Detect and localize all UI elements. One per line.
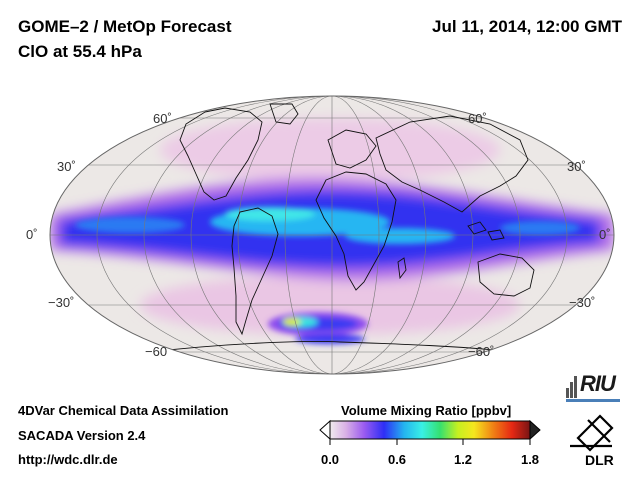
graticule: [50, 96, 614, 374]
lat-label-left-30s: −30˚: [48, 295, 75, 310]
lat-label-left-30n: 30˚: [57, 159, 76, 174]
coastlines: [149, 103, 535, 353]
globe-outline: [49, 95, 615, 375]
lat-label-left-60n: 60˚: [153, 111, 172, 126]
colorbar-tick-2: 1.2: [453, 452, 473, 467]
colorbar-under-arrow: [319, 419, 331, 441]
colorbar-over-arrow: [529, 419, 541, 441]
riu-logo-text: RIU: [580, 371, 616, 396]
map-subtitle: ClO at 55.4 hPa: [18, 42, 142, 61]
lat-label-left-60s: −60: [145, 344, 168, 359]
colorbar: [319, 419, 541, 445]
lat-label-right-eq: 0˚: [599, 227, 611, 242]
map-title: GOME–2 / MetOp Forecast: [18, 17, 232, 36]
footer-method: 4DVar Chemical Data Assimilation: [18, 403, 229, 418]
colorbar-tick-1: 0.6: [387, 452, 407, 467]
colorbar-tick-0: 0.0: [320, 452, 340, 467]
dlr-logo-text: DLR: [585, 452, 614, 468]
lat-label-right-30n: 30˚: [567, 159, 586, 174]
colorbar-title: Volume Mixing Ratio [ppbv]: [341, 403, 512, 418]
lat-label-left-eq: 0˚: [26, 227, 38, 242]
footer-url: http://wdc.dlr.de: [18, 452, 118, 467]
forecast-datetime: Jul 11, 2014, 12:00 GMT: [432, 17, 622, 36]
colorbar-gradient: [329, 420, 531, 440]
dlr-logo-icon: [570, 414, 614, 452]
lat-label-right-60s: −60˚: [468, 344, 495, 359]
colorbar-tick-3: 1.8: [520, 452, 540, 467]
riu-logo-icon: [566, 376, 620, 402]
footer-version: SACADA Version 2.4: [18, 428, 146, 443]
lat-label-right-60n: 60˚: [468, 111, 487, 126]
lat-label-right-30s: −30˚: [569, 295, 596, 310]
